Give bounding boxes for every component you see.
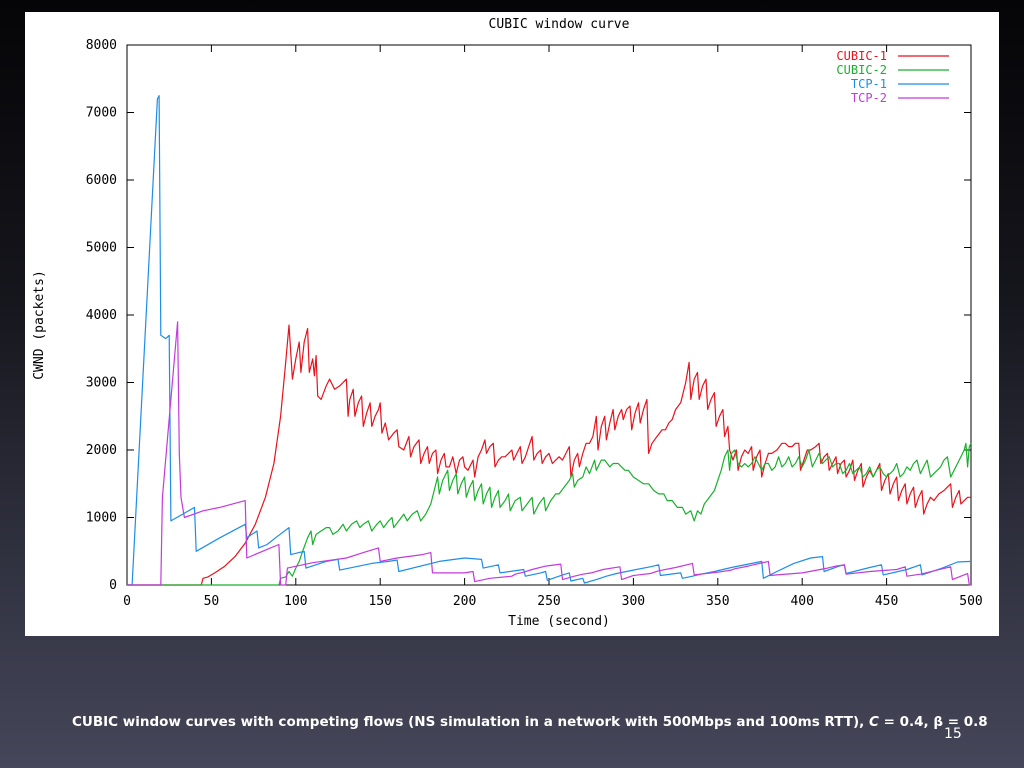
y-tick-label: 7000 (86, 106, 117, 121)
x-tick-label: 0 (123, 594, 131, 609)
series-line-tcp-1 (127, 94, 972, 586)
x-tick-label: 450 (875, 594, 898, 609)
chart-title: CUBIC window curve (489, 17, 630, 32)
y-tick-label: 4000 (86, 308, 117, 323)
slide-number: 15 (944, 726, 962, 742)
legend-label: CUBIC-1 (836, 49, 887, 63)
series-line-cubic-2 (127, 442, 972, 586)
x-tick-label: 250 (537, 594, 560, 609)
x-tick-label: 500 (959, 594, 982, 609)
y-tick-label: 2000 (86, 443, 117, 458)
x-tick-label: 400 (790, 594, 813, 609)
slide-caption: CUBIC window curves with competing flows… (72, 714, 988, 730)
cwnd-line-chart: 0 50 100 150 200 250 300 350 400 450 5000100020003… (32, 17, 983, 629)
legend-label: CUBIC-2 (836, 63, 887, 77)
caption-text-2: = 0.4, β = 0.8 (878, 714, 988, 730)
x-tick-label: 300 (622, 594, 645, 609)
series-line-cubic-1 (127, 324, 971, 586)
caption-text-1: CUBIC window curves with competing flows… (72, 714, 869, 730)
x-axis-label: Time (second) (508, 614, 610, 629)
y-tick-label: 8000 (86, 38, 117, 53)
y-tick-label: 3000 (86, 376, 117, 391)
x-tick-label: 50 (204, 594, 220, 609)
x-tick-label: 150 (368, 594, 391, 609)
series-line-tcp-2 (127, 321, 971, 586)
x-tick-label: 100 (284, 594, 307, 609)
y-tick-label: 1000 (86, 511, 117, 526)
chart-figure: 0 50 100 150 200 250 300 350 400 450 500 0 1000 2000 3… (25, 12, 999, 636)
y-tick-label: 5000 (86, 241, 117, 256)
y-tick-label: 0 (109, 578, 117, 593)
x-tick-label: 350 (706, 594, 729, 609)
x-tick-label: 200 (453, 594, 476, 609)
legend-label: TCP-2 (851, 91, 887, 105)
y-axis-label: CWND (packets) (32, 270, 47, 380)
legend-label: TCP-1 (851, 77, 887, 91)
y-tick-label: 6000 (86, 173, 117, 188)
caption-c-symbol: C (868, 714, 879, 730)
